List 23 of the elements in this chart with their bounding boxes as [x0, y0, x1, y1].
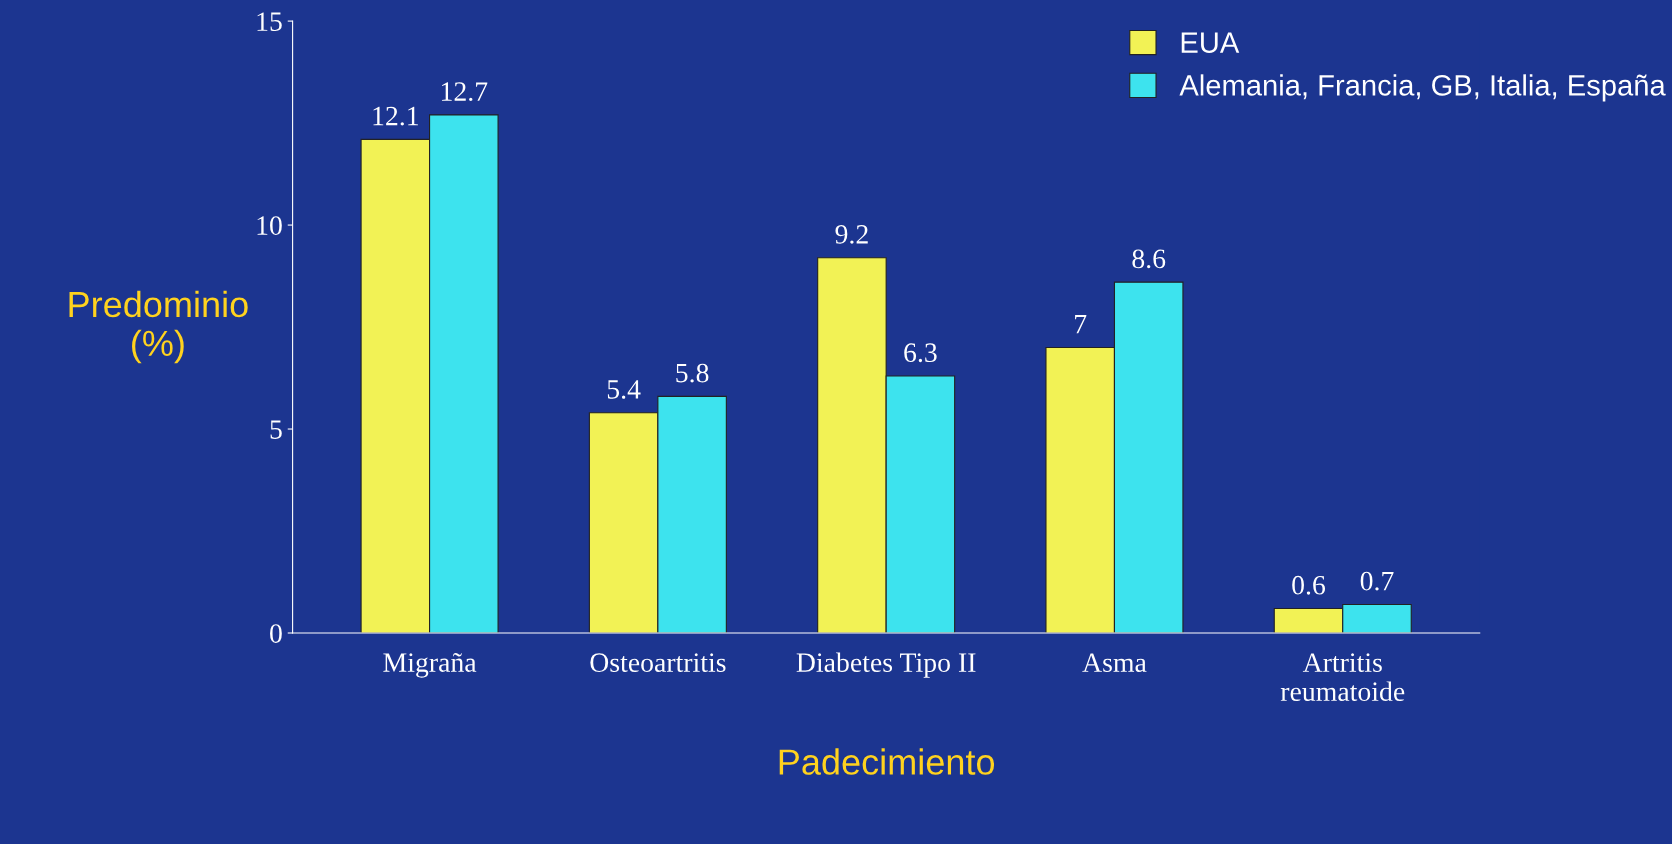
x-tick-label: Osteoartritis — [590, 653, 726, 672]
data-label: 5.4 — [607, 380, 641, 399]
data-label: 12.1 — [373, 106, 418, 126]
y-tick-label: 5 — [270, 420, 282, 439]
data-label: 9.2 — [835, 225, 868, 244]
x-tick-label: Migraña — [383, 652, 477, 678]
x-tick-label: Asma — [1082, 653, 1147, 672]
y-axis-title: Predominio (%) — [69, 290, 248, 364]
y-tick-label: 10 — [257, 216, 282, 235]
y-tick-label: 15 — [257, 12, 282, 32]
y-tick-label: 0 — [270, 624, 282, 643]
data-label: 7 — [1075, 315, 1087, 334]
data-label: 8.6 — [1132, 249, 1166, 269]
x-tick-label: Diabetes Tipo II — [796, 652, 976, 678]
x-tick-label: Artritis reumatoide — [1280, 653, 1405, 702]
data-label: 0.6 — [1292, 575, 1326, 595]
data-label: 5.8 — [676, 363, 709, 383]
x-axis-title: Padecimiento — [779, 748, 995, 775]
legend-label: EUA — [1181, 32, 1240, 53]
data-label: 6.3 — [904, 343, 937, 363]
data-label: 12.7 — [441, 82, 488, 102]
data-label: 0.7 — [1360, 571, 1394, 591]
legend-label: Alemania, Francia, GB, Italia, España — [1179, 74, 1666, 102]
